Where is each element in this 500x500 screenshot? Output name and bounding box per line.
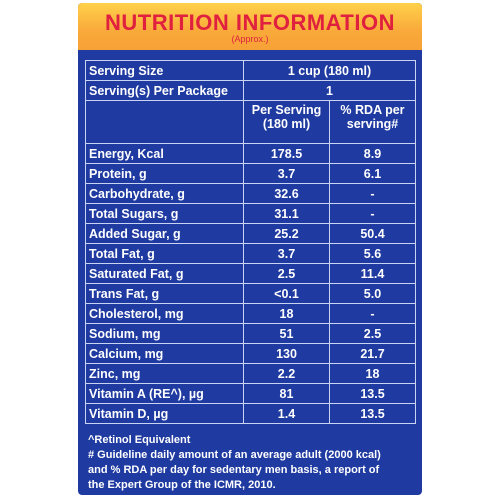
nutrient-per-serving: 2.2 — [243, 363, 330, 384]
nutrient-per-serving: 32.6 — [243, 183, 330, 204]
nutrient-rda: - — [329, 183, 416, 204]
column-header-blank — [85, 100, 244, 144]
nutrient-per-serving: 2.5 — [243, 263, 330, 284]
nutrient-per-serving: 1.4 — [243, 403, 330, 424]
footnote-retinol: ^Retinol Equivalent — [88, 434, 191, 446]
panel-subtitle: (Approx.) — [231, 34, 269, 44]
nutrient-per-serving: 178.5 — [243, 143, 330, 164]
nutrient-name: Trans Fat, g — [85, 283, 244, 304]
nutrient-row: Calcium, mg 130 21.7 — [85, 343, 416, 364]
nutrient-row: Sodium, mg 51 2.5 — [85, 323, 416, 344]
nutrient-name: Calcium, mg — [85, 343, 244, 364]
nutrient-name: Vitamin D, µg — [85, 403, 244, 424]
nutrition-table: Serving Size 1 cup (180 ml) Serving(s) P… — [85, 60, 416, 424]
nutrient-row: Added Sugar, g 25.2 50.4 — [85, 223, 416, 244]
nutrient-per-serving: 3.7 — [243, 163, 330, 184]
nutrient-name: Vitamin A (RE^), µg — [85, 383, 244, 404]
nutrient-name: Zinc, mg — [85, 363, 244, 384]
nutrient-name: Added Sugar, g — [85, 223, 244, 244]
nutrient-name: Sodium, mg — [85, 323, 244, 344]
footnote-guideline-cont: and % RDA per day for sedentary men basi… — [88, 464, 380, 476]
nutrient-name: Cholesterol, mg — [85, 303, 244, 324]
nutrient-row: Zinc, mg 2.2 18 — [85, 363, 416, 384]
nutrient-rda: 50.4 — [329, 223, 416, 244]
nutrient-row: Total Sugars, g 31.1- — [85, 203, 416, 224]
column-header-rda: % RDA per serving# — [329, 100, 416, 144]
nutrient-per-serving: 3.7 — [243, 243, 330, 264]
serving-size-value: 1 cup (180 ml) — [243, 60, 416, 81]
servings-per-package-row: Serving(s) Per Package 1 — [85, 80, 416, 101]
nutrient-rda: 21.7 — [329, 343, 416, 364]
nutrient-per-serving: 81 — [243, 383, 330, 404]
nutrient-per-serving: 51 — [243, 323, 330, 344]
column-header-row: Per Serving (180 ml) % RDA per serving# — [85, 100, 416, 144]
nutrient-rda: 13.5 — [329, 403, 416, 424]
nutrient-row: Energy, Kcal 178.5 8.9 — [85, 143, 416, 164]
nutrient-row: Cholesterol, mg 18- — [85, 303, 416, 324]
serving-size-label: Serving Size — [85, 60, 244, 81]
serving-size-row: Serving Size 1 cup (180 ml) — [85, 60, 416, 81]
nutrient-name: Energy, Kcal — [85, 143, 244, 164]
nutrient-row: Carbohydrate, g 32.6- — [85, 183, 416, 204]
nutrient-name: Total Sugars, g — [85, 203, 244, 224]
servings-per-package-label: Serving(s) Per Package — [85, 80, 244, 101]
nutrient-name: Carbohydrate, g — [85, 183, 244, 204]
nutrient-rda: 5.6 — [329, 243, 416, 264]
nutrition-panel: NUTRITION INFORMATION (Approx.) Serving … — [78, 3, 422, 495]
nutrient-name: Protein, g — [85, 163, 244, 184]
nutrient-per-serving: 31.1 — [243, 203, 330, 224]
nutrient-rda: 11.4 — [329, 263, 416, 284]
panel-title: NUTRITION INFORMATION — [105, 10, 395, 35]
footnotes: ^Retinol Equivalent # Guideline daily am… — [88, 433, 418, 493]
nutrient-rda: - — [329, 203, 416, 224]
header-banner: NUTRITION INFORMATION (Approx.) — [78, 3, 422, 50]
nutrient-row: Trans Fat, g <0.1 5.0 — [85, 283, 416, 304]
nutrient-rda: 13.5 — [329, 383, 416, 404]
nutrient-per-serving: <0.1 — [243, 283, 330, 304]
nutrient-per-serving: 25.2 — [243, 223, 330, 244]
nutrient-per-serving: 130 — [243, 343, 330, 364]
servings-per-package-value: 1 — [243, 80, 416, 101]
nutrient-rda: 2.5 — [329, 323, 416, 344]
footnote-guideline-end: the Expert Group of the ICMR, 2010. — [88, 479, 276, 491]
nutrient-per-serving: 18 — [243, 303, 330, 324]
column-header-per-serving: Per Serving (180 ml) — [243, 100, 330, 144]
nutrient-name: Saturated Fat, g — [85, 263, 244, 284]
nutrient-row: Vitamin D, µg 1.4 13.5 — [85, 403, 416, 424]
nutrient-row: Total Fat, g 3.7 5.6 — [85, 243, 416, 264]
nutrient-rda: 5.0 — [329, 283, 416, 304]
nutrient-rda: 6.1 — [329, 163, 416, 184]
nutrient-row: Protein, g 3.7 6.1 — [85, 163, 416, 184]
nutrient-rda: 8.9 — [329, 143, 416, 164]
nutrient-rda: 18 — [329, 363, 416, 384]
nutrient-row: Saturated Fat, g 2.5 11.4 — [85, 263, 416, 284]
footnote-guideline: # Guideline daily amount of an average a… — [88, 449, 381, 461]
nutrient-row: Vitamin A (RE^), µg 81 13.5 — [85, 383, 416, 404]
nutrient-rda: - — [329, 303, 416, 324]
nutrient-name: Total Fat, g — [85, 243, 244, 264]
